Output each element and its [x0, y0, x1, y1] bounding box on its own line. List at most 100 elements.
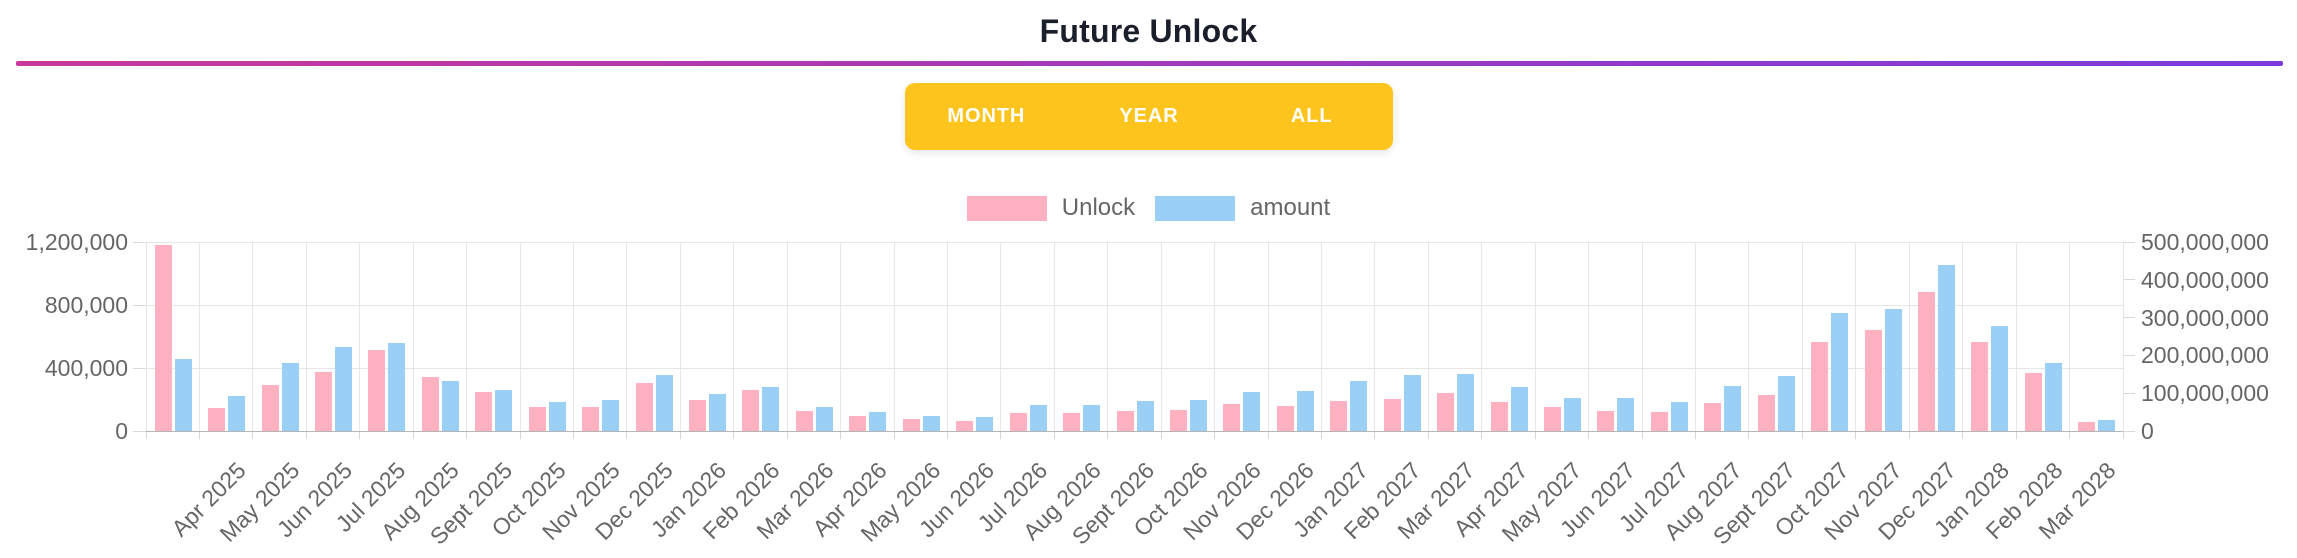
unlock-bar[interactable]: [1009, 413, 1027, 431]
amount-bar[interactable]: [1296, 391, 1314, 431]
x-axis-tick: [1481, 431, 1483, 439]
unlock-bar[interactable]: [1597, 411, 1615, 431]
amount-bar[interactable]: [655, 375, 673, 431]
unlock-bar[interactable]: [1543, 407, 1561, 431]
gridline: [146, 304, 2123, 306]
gridline: [145, 242, 147, 431]
amount-bar[interactable]: [976, 417, 994, 431]
unlock-bar[interactable]: [1917, 292, 1935, 431]
gridline: [1801, 242, 1803, 431]
unlock-bar[interactable]: [1757, 395, 1775, 431]
unlock-bar[interactable]: [902, 419, 920, 431]
legend-item-unlock[interactable]: Unlock: [966, 194, 1135, 222]
unlock-bar[interactable]: [421, 377, 439, 431]
amount-bar[interactable]: [1884, 309, 1902, 431]
x-axis-tick: [840, 431, 842, 439]
unlock-bar[interactable]: [795, 411, 813, 431]
unlock-bar[interactable]: [2078, 422, 2096, 431]
amount-bar[interactable]: [441, 381, 459, 431]
unlock-bar[interactable]: [1437, 393, 1455, 431]
x-axis-tick: [1267, 431, 1269, 439]
unlock-bar[interactable]: [1223, 404, 1241, 431]
gridline: [946, 242, 948, 431]
left-axis-label: 800,000: [44, 292, 128, 318]
gridline: [519, 242, 521, 431]
amount-bar[interactable]: [1777, 376, 1795, 431]
amount-bar[interactable]: [1991, 326, 2009, 431]
x-axis-tick: [305, 431, 307, 439]
amount-bar[interactable]: [228, 396, 246, 431]
amount-bar[interactable]: [1563, 398, 1581, 431]
unlock-bar[interactable]: [1063, 413, 1081, 431]
unlock-bar[interactable]: [1704, 403, 1722, 431]
amount-bar[interactable]: [548, 402, 566, 431]
amount-bar[interactable]: [495, 390, 513, 431]
left-axis-tick: [133, 304, 146, 306]
year-button[interactable]: YEAR: [1068, 83, 1231, 150]
unlock-bar[interactable]: [956, 421, 974, 431]
amount-bar[interactable]: [1189, 400, 1207, 431]
unlock-bar[interactable]: [315, 372, 332, 431]
amount-bar[interactable]: [1403, 375, 1421, 431]
unlock-bar[interactable]: [261, 385, 279, 431]
unlock-bar[interactable]: [368, 350, 386, 431]
unlock-bar[interactable]: [528, 407, 546, 431]
right-axis-label: 400,000,000: [2141, 266, 2269, 293]
unlock-bar[interactable]: [1490, 402, 1508, 431]
all-button[interactable]: ALL: [1230, 83, 1393, 150]
unlock-bar[interactable]: [1116, 411, 1134, 431]
gridline: [572, 242, 574, 431]
unlock-bar[interactable]: [2024, 373, 2042, 431]
unlock-bar[interactable]: [582, 407, 600, 431]
unlock-bar[interactable]: [1811, 342, 1829, 431]
amount-bar[interactable]: [1136, 401, 1154, 431]
amount-bar[interactable]: [2098, 420, 2116, 431]
unlock-bar[interactable]: [1276, 406, 1294, 431]
unlock-bar[interactable]: [689, 400, 707, 431]
x-axis-tick: [1695, 431, 1697, 439]
amount-bar[interactable]: [1350, 381, 1368, 431]
gridline: [1321, 242, 1322, 431]
amount-bar[interactable]: [1937, 265, 1955, 431]
gridline: [1588, 242, 1590, 431]
amount-bar[interactable]: [869, 412, 887, 431]
amount-bar[interactable]: [762, 387, 780, 431]
amount-bar[interactable]: [709, 394, 727, 431]
unlock-bar[interactable]: [849, 416, 867, 431]
amount-bar[interactable]: [1457, 374, 1475, 431]
amount-bar[interactable]: [1724, 386, 1742, 431]
x-axis-tick: [786, 431, 788, 439]
amount-bar[interactable]: [1831, 313, 1849, 431]
unlock-bar[interactable]: [1650, 412, 1668, 431]
amount-bar[interactable]: [1617, 398, 1635, 431]
amount-bar[interactable]: [1243, 392, 1261, 431]
amount-bar[interactable]: [1029, 405, 1047, 431]
amount-bar[interactable]: [922, 416, 940, 431]
amount-bar[interactable]: [388, 343, 406, 431]
unlock-bar[interactable]: [635, 383, 653, 431]
amount-bar[interactable]: [174, 359, 192, 431]
amount-bar[interactable]: [281, 363, 299, 431]
amount-bar[interactable]: [1510, 387, 1528, 431]
unlock-bar[interactable]: [475, 392, 493, 431]
unlock-bar[interactable]: [1383, 399, 1401, 431]
amount-bar[interactable]: [1083, 405, 1101, 431]
amount-bar[interactable]: [815, 407, 833, 431]
x-axis-line: [146, 430, 2123, 432]
amount-bar[interactable]: [335, 347, 352, 431]
unlock-bar[interactable]: [1864, 330, 1882, 431]
unlock-bar[interactable]: [1330, 401, 1348, 431]
unlock-bar[interactable]: [1169, 410, 1187, 431]
month-button[interactable]: MONTH: [905, 83, 1068, 150]
unlock-bar[interactable]: [154, 245, 172, 431]
amount-bar[interactable]: [602, 400, 620, 431]
amount-bar[interactable]: [1670, 402, 1688, 431]
amount-bar[interactable]: [2044, 363, 2062, 431]
x-axis-tick: [1321, 431, 1322, 439]
unlock-bar[interactable]: [742, 390, 760, 431]
unlock-bar[interactable]: [1971, 342, 1989, 431]
unlock-bar[interactable]: [208, 408, 226, 431]
legend-item-amount[interactable]: amount: [1155, 194, 1330, 222]
